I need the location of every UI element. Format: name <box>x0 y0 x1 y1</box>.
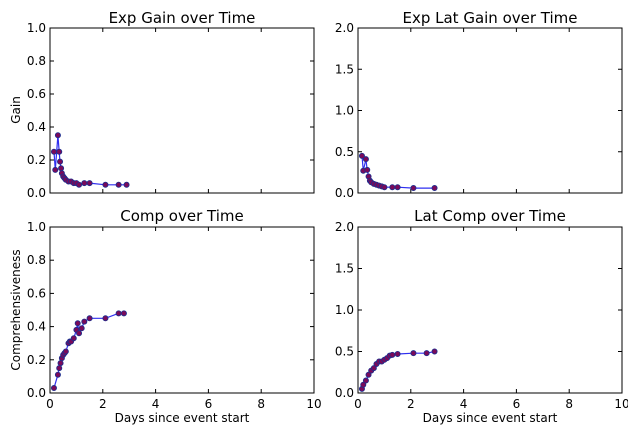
x-tick-label: 0 <box>46 397 54 411</box>
plot-area: 0 2 4 6 8 10 0.0 0.2 0.4 0.6 0.8 1.0 <box>27 220 322 411</box>
data-point <box>54 132 61 139</box>
data-point <box>57 360 64 367</box>
y-tick-label: 1.5 <box>335 62 354 76</box>
y-tick-label: 1.0 <box>335 303 354 317</box>
data-point <box>50 148 57 155</box>
y-tick-label: 0.6 <box>27 87 46 101</box>
data-point <box>115 310 122 317</box>
data-point <box>389 184 396 191</box>
data-point <box>381 184 388 191</box>
y-tick-label: 0.0 <box>335 186 354 200</box>
x-tick-label: 2 <box>99 397 107 411</box>
y-axis-label: Gain <box>9 96 23 124</box>
data-point <box>364 166 371 173</box>
x-axis-label: Days since event start <box>115 411 250 425</box>
data-point <box>70 335 77 342</box>
data-point <box>81 318 88 325</box>
panel-exp-gain: Exp Gain over Time Gain 0.0 0.2 0.4 0.6 0.8 1… <box>9 9 315 200</box>
data-point <box>62 348 69 355</box>
x-tick-label: 6 <box>513 397 521 411</box>
data-point <box>78 325 85 332</box>
y-tick-label: 0.2 <box>27 353 46 367</box>
data-point <box>86 315 93 322</box>
data-point <box>115 181 122 188</box>
panel-title: Lat Comp over Time <box>414 207 566 225</box>
data-point <box>54 371 61 378</box>
y-tick-label: 0.2 <box>27 153 46 167</box>
data-point <box>102 181 109 188</box>
panel-comp: Comp over Time Comprehensiveness Days si… <box>9 207 322 425</box>
data-point <box>370 365 377 372</box>
x-tick-label: 4 <box>460 397 468 411</box>
data-point <box>358 152 365 159</box>
data-point <box>86 180 93 187</box>
data-point <box>394 350 401 357</box>
data-point <box>389 351 396 358</box>
y-tick-label: 0.4 <box>27 320 46 334</box>
panel-title: Exp Gain over Time <box>109 9 256 27</box>
data-point <box>120 310 127 317</box>
y-tick-label: 1.0 <box>27 220 46 234</box>
y-tick-label: 0.0 <box>27 386 46 400</box>
y-tick-label: 0.5 <box>335 145 354 159</box>
x-tick-label: 10 <box>306 397 321 411</box>
data-point <box>56 148 63 155</box>
data-point <box>74 320 81 327</box>
y-tick-label: 0.4 <box>27 120 46 134</box>
data-point <box>102 315 109 322</box>
y-tick-label: 0.6 <box>27 286 46 300</box>
data-point <box>52 166 59 173</box>
data-point <box>58 165 65 172</box>
y-tick-label: 0.8 <box>27 253 46 267</box>
data-point <box>76 330 83 337</box>
panel-lat-comp: Lat Comp over Time Days since event star… <box>335 207 628 425</box>
x-tick-label: 6 <box>205 397 213 411</box>
axes-frame <box>49 226 315 394</box>
data-point <box>410 350 417 357</box>
panel-title: Exp Lat Gain over Time <box>402 9 577 27</box>
data-point <box>394 184 401 191</box>
data-point <box>56 365 63 372</box>
data-point <box>410 185 417 192</box>
y-tick-label: 2.0 <box>335 220 354 234</box>
y-tick-label: 2.0 <box>335 21 354 35</box>
x-tick-label: 4 <box>152 397 160 411</box>
plot-area: 0 2 4 6 8 10 0.0 0.5 1.0 1.5 2.0 <box>335 220 628 411</box>
data-point <box>123 181 130 188</box>
x-tick-label: 8 <box>257 397 265 411</box>
plot-area: 0.0 0.5 1.0 1.5 2.0 <box>335 21 623 200</box>
x-tick-label: 8 <box>565 397 573 411</box>
y-axis-label: Comprehensiveness <box>9 249 23 370</box>
data-point <box>57 158 64 165</box>
plot-area: 0.0 0.2 0.4 0.6 0.8 1.0 <box>27 21 315 200</box>
data-point <box>365 371 372 378</box>
x-tick-label: 10 <box>614 397 628 411</box>
data-point <box>362 377 369 384</box>
y-tick-label: 0.8 <box>27 54 46 68</box>
data-point <box>360 381 367 388</box>
panel-title: Comp over Time <box>120 207 243 225</box>
x-tick-label: 2 <box>407 397 415 411</box>
y-tick-label: 1.0 <box>335 104 354 118</box>
axes-frame <box>49 27 315 194</box>
data-point <box>423 350 430 357</box>
data-point <box>50 385 57 392</box>
y-tick-label: 1.0 <box>27 21 46 35</box>
data-point <box>431 185 438 192</box>
y-tick-label: 0.0 <box>27 186 46 200</box>
data-point <box>76 181 83 188</box>
y-tick-label: 0.5 <box>335 345 354 359</box>
x-tick-label: 0 <box>354 397 362 411</box>
panel-exp-lat-gain: Exp Lat Gain over Time 0.0 0.5 1.0 1.5 2.0 <box>335 9 623 200</box>
data-point <box>431 348 438 355</box>
data-point <box>81 180 88 187</box>
y-tick-label: 1.5 <box>335 262 354 276</box>
data-point <box>362 156 369 163</box>
y-tick-label: 0.0 <box>335 386 354 400</box>
x-axis-label: Days since event start <box>423 411 558 425</box>
